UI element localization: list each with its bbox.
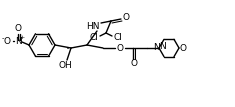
Text: N: N [153, 42, 159, 51]
Text: O: O [4, 36, 11, 45]
Text: N: N [159, 42, 165, 51]
Text: ·: · [87, 38, 90, 48]
Text: N: N [15, 36, 21, 45]
Text: O: O [130, 59, 137, 68]
Text: O: O [122, 13, 129, 22]
Text: O: O [180, 44, 187, 53]
Text: -: - [2, 35, 4, 41]
Text: HN: HN [86, 22, 100, 30]
Text: OH: OH [58, 62, 72, 71]
Text: ·: · [66, 44, 70, 56]
Text: Cl: Cl [114, 33, 122, 42]
Text: O: O [15, 24, 21, 33]
Text: +: + [19, 34, 25, 39]
Text: Cl: Cl [90, 33, 98, 42]
Text: O: O [117, 44, 124, 53]
